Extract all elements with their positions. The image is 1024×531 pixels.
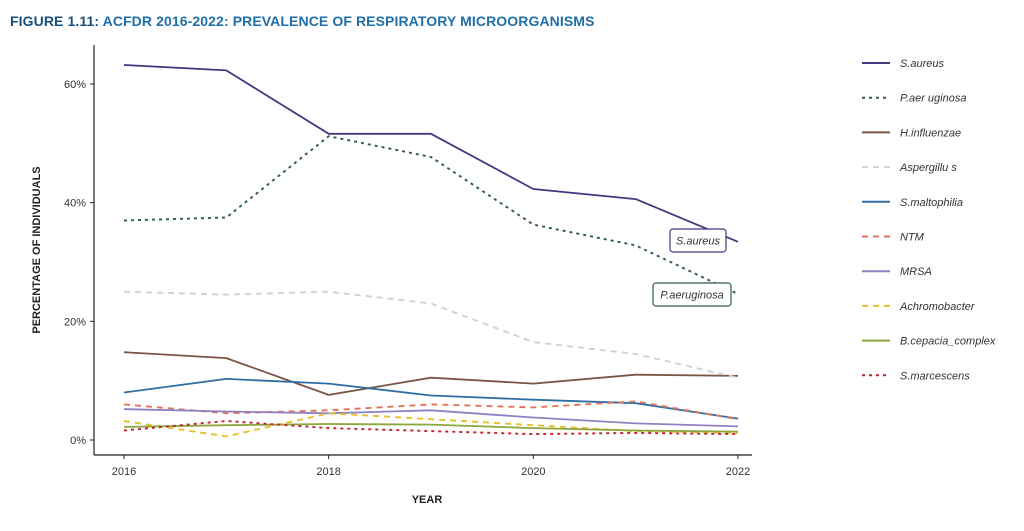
x-tick-label: 2020 — [521, 466, 545, 478]
legend-label: H.influenzae — [900, 127, 961, 139]
figure-title: FIGURE 1.11: ACFDR 2016-2022: PREVALENCE… — [10, 13, 595, 29]
x-tick-label: 2016 — [112, 466, 136, 478]
chart-annotations: S.aureus P.aeruginosa — [652, 228, 732, 307]
chart-axes: 0% 20% 40% 60% 2016 2018 2020 2022 — [64, 45, 752, 478]
series-line-6 — [123, 400, 739, 421]
legend-label: NTM — [900, 232, 925, 244]
series-line-2 — [123, 135, 739, 295]
series-line-7 — [123, 408, 739, 428]
y-tick-label: 60% — [64, 79, 86, 91]
legend-label: S.marcescens — [900, 370, 970, 382]
legend-label: S.aureus — [900, 58, 945, 70]
legend-label: S.maltophilia — [900, 197, 963, 209]
y-tick-label: 20% — [64, 316, 86, 328]
chart-series-lines — [123, 64, 739, 438]
series-line-8 — [123, 412, 739, 438]
series-line-9 — [123, 423, 739, 433]
figure-title-text: ACFDR 2016-2022: PREVALENCE OF RESPIRATO… — [102, 13, 595, 29]
series-line-3 — [123, 351, 739, 396]
series-line-4 — [123, 290, 739, 379]
legend-label: Achromobacter — [899, 301, 976, 313]
y-tick-label: 0% — [70, 435, 86, 447]
legend-label: MRSA — [900, 266, 932, 278]
figure-number: FIGURE 1.11: — [10, 13, 100, 29]
series-line-5 — [123, 377, 739, 420]
chart-legend: S.aureus P.aer uginosa H.influenzae Aspergi… — [862, 58, 996, 382]
series-line-1 — [123, 64, 739, 243]
annotation-box — [669, 228, 727, 253]
annotation-label: S.aureus — [676, 236, 721, 248]
legend-label: Aspergillu s — [899, 162, 957, 174]
y-tick-label: 40% — [64, 198, 86, 210]
x-axis-title: YEAR — [412, 494, 443, 506]
x-tick-label: 2022 — [726, 466, 750, 478]
series-line-10 — [123, 420, 739, 436]
legend-label: P.aer uginosa — [900, 93, 966, 105]
annotation-box — [652, 282, 732, 307]
annotation-label: P.aeruginosa — [660, 290, 723, 302]
x-tick-label: 2018 — [316, 466, 340, 478]
y-axis-title: PERCENTAGE OF INDIVIDUALS — [31, 166, 43, 333]
legend-label: B.cepacia_complex — [900, 336, 996, 348]
